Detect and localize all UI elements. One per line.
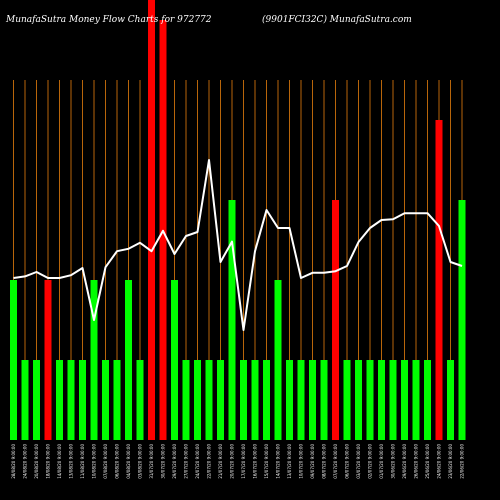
- date-label: 07/07/20 9:00:00: [333, 444, 338, 479]
- bar: [274, 280, 282, 440]
- bar: [10, 280, 17, 440]
- date-label: 28/08/20 9:00:00: [11, 444, 16, 479]
- date-label: 18/08/20 9:00:00: [46, 444, 51, 479]
- bar: [286, 360, 293, 440]
- date-label: 11/08/20 9:00:00: [80, 444, 85, 479]
- chart-header-right: (9901FCI32C) MunafaSutra.com: [262, 14, 412, 25]
- bar: [424, 360, 431, 440]
- date-label: 24/08/20 9:00:00: [23, 444, 28, 479]
- date-label: 07/08/20 9:00:00: [103, 444, 108, 479]
- bar: [125, 280, 132, 440]
- bar: [33, 360, 40, 440]
- bar: [263, 360, 270, 440]
- date-label: 01/07/20 9:00:00: [379, 444, 384, 479]
- bar: [102, 360, 109, 440]
- date-label: 26/06/20 9:00:00: [414, 444, 419, 479]
- bar-series: [10, 0, 466, 440]
- date-label: 29/07/20 9:00:00: [172, 444, 177, 479]
- bar: [194, 360, 201, 440]
- line-series: [13, 159, 463, 331]
- date-label: 21/07/20 9:00:00: [218, 444, 223, 479]
- date-label: 30/06/20 9:00:00: [391, 444, 396, 479]
- date-label: 29/06/20 9:00:00: [402, 444, 407, 479]
- bar: [67, 360, 75, 440]
- chart-header-left: MunafaSutra Money Flow Charts for 972772: [5, 15, 212, 25]
- bar: [182, 360, 190, 440]
- date-label: 16/07/20 9:00:00: [253, 444, 258, 479]
- bar: [21, 360, 29, 440]
- bar: [171, 280, 178, 440]
- date-label: 02/07/20 9:00:00: [368, 444, 373, 479]
- date-label: 08/07/20 9:00:00: [322, 444, 327, 479]
- date-label: 06/07/20 9:00:00: [345, 444, 350, 479]
- date-label: 15/07/20 9:00:00: [264, 444, 269, 479]
- bar: [205, 360, 213, 440]
- bar: [447, 360, 454, 440]
- bar: [412, 360, 420, 440]
- date-label: 09/07/20 9:00:00: [310, 444, 315, 479]
- date-label: 24/07/20 9:00:00: [195, 444, 200, 479]
- bar: [343, 360, 351, 440]
- date-label: 20/07/20 9:00:00: [230, 444, 235, 479]
- bar: [228, 200, 236, 440]
- date-label: 04/08/20 9:00:00: [126, 444, 131, 479]
- date-label: 03/07/20 9:00:00: [356, 444, 361, 479]
- date-label: 13/07/20 9:00:00: [287, 444, 292, 479]
- date-label: 17/07/20 9:00:00: [241, 444, 246, 479]
- bar: [251, 360, 259, 440]
- date-label: 22/06/20 9:00:00: [460, 444, 465, 479]
- bar: [389, 360, 397, 440]
- date-label: 30/07/20 9:00:00: [161, 444, 166, 479]
- bar: [297, 360, 305, 440]
- date-labels: 28/08/20 9:00:00 24/08/20 9:00:00 20/08/20…: [11, 444, 465, 479]
- bar: [458, 200, 466, 440]
- date-label: 24/06/20 9:00:00: [437, 444, 442, 479]
- bar: [148, 0, 155, 440]
- bar: [79, 360, 86, 440]
- bar: [217, 360, 224, 440]
- date-label: 13/08/20 9:00:00: [69, 444, 74, 479]
- date-label: 10/08/20 9:00:00: [92, 444, 97, 479]
- bar: [90, 280, 98, 440]
- date-label: 06/08/20 9:00:00: [115, 444, 120, 479]
- bar: [435, 120, 443, 440]
- date-label: 23/06/20 9:00:00: [448, 444, 453, 479]
- bar: [355, 360, 362, 440]
- bar: [320, 360, 328, 440]
- bar: [44, 280, 52, 440]
- date-label: 10/07/20 9:00:00: [299, 444, 304, 479]
- date-label: 03/08/20 9:00:00: [138, 444, 143, 479]
- date-label: 31/07/20 9:00:00: [149, 444, 154, 479]
- bar: [240, 360, 247, 440]
- bar: [332, 200, 339, 440]
- bar: [401, 360, 408, 440]
- date-label: 22/07/20 9:00:00: [207, 444, 212, 479]
- bar: [136, 360, 144, 440]
- bar: [113, 360, 121, 440]
- line-series-path: [13, 159, 463, 331]
- date-label: 25/06/20 9:00:00: [425, 444, 430, 479]
- date-label: 14/08/20 9:00:00: [57, 444, 62, 479]
- bar: [366, 360, 374, 440]
- date-label: 20/08/20 9:00:00: [34, 444, 39, 479]
- date-label: 14/07/20 9:00:00: [276, 444, 281, 479]
- bar: [56, 360, 63, 440]
- bar: [378, 360, 385, 440]
- date-label: 27/07/20 9:00:00: [184, 444, 189, 479]
- bar: [309, 360, 316, 440]
